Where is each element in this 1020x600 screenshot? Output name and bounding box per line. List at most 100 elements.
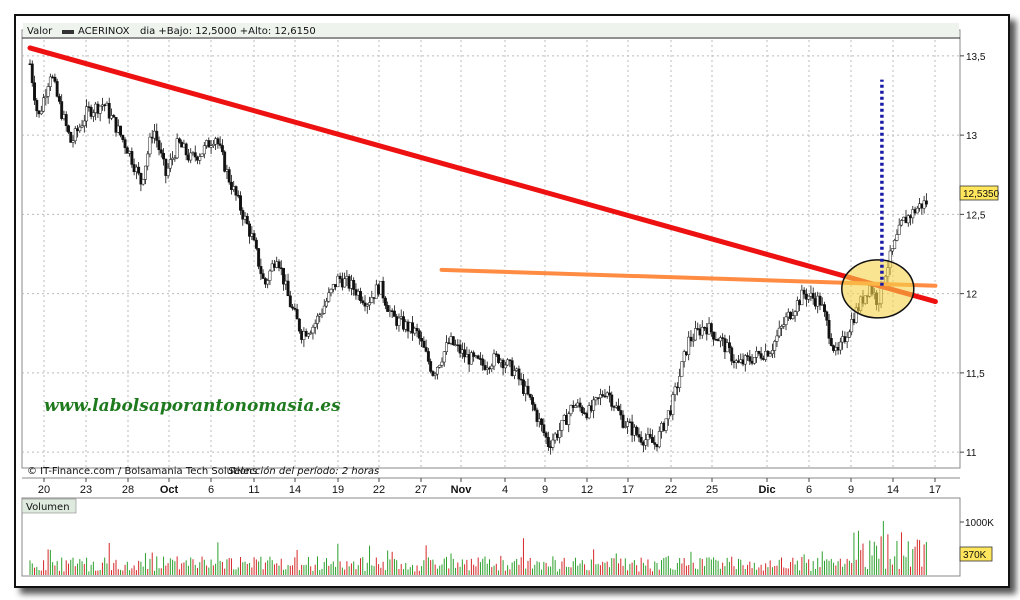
- candle-body: [639, 436, 643, 443]
- candle-body: [526, 385, 530, 395]
- candle-body: [578, 402, 582, 408]
- candle-body: [227, 169, 231, 183]
- candle-body: [159, 149, 163, 154]
- candle-body: [648, 434, 652, 438]
- candle-body: [922, 200, 926, 209]
- candle-body: [823, 304, 826, 313]
- candle-body: [245, 215, 249, 225]
- candle-body: [807, 295, 811, 300]
- candle-body: [780, 326, 783, 329]
- candle-body: [184, 143, 188, 156]
- candle-body: [528, 393, 532, 398]
- candle-body: [311, 326, 315, 334]
- candle-body: [103, 104, 107, 107]
- candle-body: [252, 233, 256, 241]
- x-tick-label: 22: [665, 484, 677, 496]
- candle-body: [277, 261, 281, 269]
- candle-body: [433, 373, 437, 376]
- candle-body: [540, 418, 544, 425]
- candle-body: [768, 353, 772, 357]
- candle-body: [359, 291, 362, 301]
- candle-body: [234, 186, 238, 196]
- candle-body: [560, 419, 564, 431]
- candle-body: [492, 353, 496, 367]
- candle-body: [680, 361, 684, 377]
- candle-body: [687, 336, 691, 356]
- candle-body: [216, 138, 220, 145]
- candle-body: [712, 331, 716, 340]
- candle-body: [782, 324, 786, 327]
- candle-body: [60, 101, 64, 119]
- candle-body: [827, 320, 831, 339]
- candle-body: [293, 307, 297, 310]
- candle-body: [57, 96, 61, 102]
- candle-body: [268, 270, 272, 281]
- candle-body: [415, 327, 419, 332]
- candle-body: [900, 220, 903, 226]
- x-tick-label: 25: [706, 484, 718, 496]
- x-tick-label: 20: [38, 484, 50, 496]
- candle-body: [635, 426, 639, 435]
- candle-body: [363, 302, 367, 307]
- footer-credit: © IT-Finance.com / Bolsamania Tech Solut…: [27, 466, 257, 477]
- x-tick-label: 9: [542, 484, 548, 496]
- candle-body: [411, 322, 414, 334]
- candle-body: [671, 394, 675, 415]
- last-price-box: [959, 185, 999, 201]
- candle-body: [67, 125, 70, 133]
- x-tick-label: Nov: [451, 484, 473, 496]
- y-tick-label: 12: [966, 290, 978, 301]
- candle-body: [266, 280, 270, 285]
- candle-body: [637, 434, 641, 438]
- candle-body: [166, 167, 170, 176]
- candle-body: [291, 306, 295, 309]
- candle-body: [259, 266, 263, 274]
- x-tick-label: Oct: [160, 484, 179, 496]
- candle-body: [64, 114, 68, 126]
- candle-body: [112, 115, 116, 118]
- candle-body: [544, 432, 548, 438]
- candle-body: [429, 361, 433, 372]
- candle-body: [207, 140, 211, 148]
- candle-body: [78, 126, 82, 132]
- candle-body: [617, 405, 620, 411]
- candle-body: [784, 316, 788, 325]
- candle-body: [845, 337, 849, 342]
- candle-body: [107, 103, 111, 119]
- candle-body: [322, 305, 326, 314]
- candle-body: [818, 295, 822, 306]
- candle-body: [397, 317, 401, 326]
- footer-period: Selección del período: 2 horas: [228, 465, 379, 477]
- volume-last-box: [959, 546, 993, 562]
- x-tick-label: 19: [332, 484, 344, 496]
- candle-body: [123, 139, 127, 148]
- candle-body: [533, 404, 537, 411]
- y-tick-label: 13,5: [966, 52, 986, 63]
- x-tick-label: 23: [80, 484, 92, 496]
- candle-body: [777, 327, 781, 337]
- candle-body: [689, 336, 693, 342]
- candle-body: [730, 347, 734, 362]
- y-tick-label: 11,5: [966, 369, 985, 380]
- candle-body: [257, 248, 261, 267]
- candle-body: [211, 143, 215, 146]
- candle-body: [829, 338, 833, 346]
- candle-body: [220, 145, 224, 153]
- candle-body: [248, 223, 252, 237]
- candle-body: [694, 328, 697, 341]
- candle-body: [320, 313, 324, 315]
- price-panel: [21, 29, 961, 469]
- candle-body: [657, 431, 661, 448]
- candle-body: [313, 323, 317, 328]
- candle-body: [318, 314, 322, 317]
- candle-body: [558, 430, 562, 438]
- candle-body: [141, 179, 145, 185]
- candle-body: [143, 165, 147, 180]
- candle-body: [469, 352, 473, 365]
- candle-body: [157, 140, 161, 151]
- candle-body: [422, 340, 426, 348]
- candle-body: [893, 240, 897, 249]
- x-tick-label: 4: [502, 484, 508, 496]
- candle-body: [80, 125, 84, 128]
- candle-body: [770, 350, 774, 355]
